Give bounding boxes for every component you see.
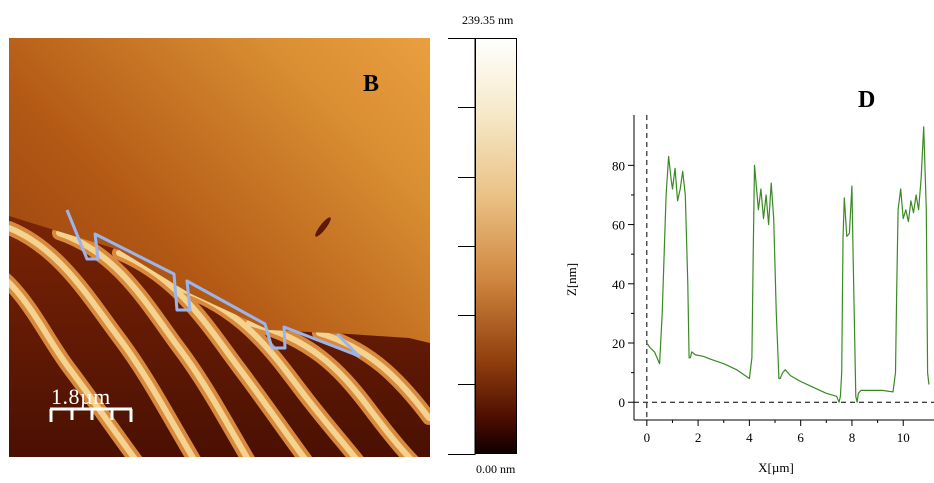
x-tick-label: 10 [897,430,910,445]
scale-bar [49,407,133,422]
scale-bar-label: 1.8µm [51,384,111,409]
y-tick-label: 80 [612,158,625,173]
x-tick-label: 2 [695,430,702,445]
colorbar [475,38,517,454]
colorbar-max-label: 239.35 nm [462,13,514,27]
y-axis-label: Z[nm] [564,263,579,296]
x-axis-label: X[µm] [758,460,794,475]
y-tick-label: 20 [612,336,625,351]
height-profile-line [646,126,930,403]
x-tick-label: 6 [797,430,804,445]
panel-label-d: D [858,87,876,113]
panel-label-b: B [363,71,380,97]
afm-defect [315,217,331,237]
colorbar-axis [448,38,476,455]
profile-trace-line [65,209,361,358]
x-tick-label: 0 [644,430,651,445]
colorbar-min-label: 0.00 nm [476,462,516,476]
height-profile-chart: 0 2 4 6 8 10 0 20 40 60 80 X[µm] Z[nm] [564,115,934,475]
y-tick-label: 0 [619,395,626,410]
y-tick-label: 40 [612,277,625,292]
x-tick-label: 8 [849,430,856,445]
afm-stripes [9,221,430,457]
y-tick-label: 60 [612,218,625,233]
x-tick-label: 4 [746,430,753,445]
afm-height-image [9,38,430,457]
